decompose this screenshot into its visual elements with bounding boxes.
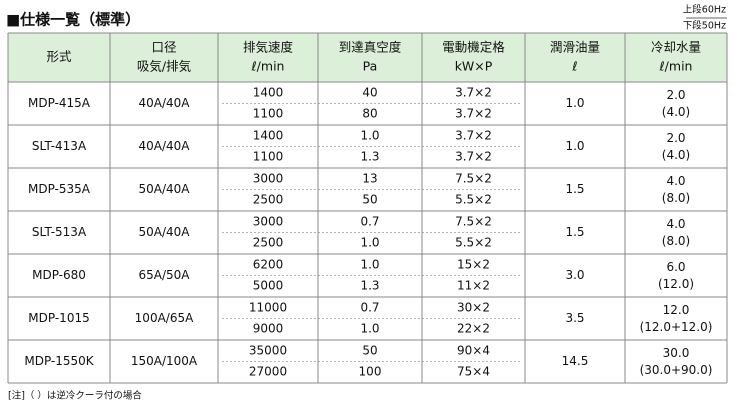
- cell: 2500: [253, 236, 284, 250]
- cell: (12.0+12.0): [640, 320, 713, 334]
- column-label: 潤滑油量: [550, 40, 600, 55]
- cell: 3.5: [565, 311, 584, 325]
- cell: 50A/40A: [139, 225, 191, 239]
- cell: MDP-680: [32, 268, 86, 282]
- cell: 3.7×2: [455, 129, 492, 143]
- column-label: 電動機定格: [442, 40, 505, 55]
- cell: 1.5: [565, 225, 584, 239]
- cell: 6200: [253, 258, 284, 272]
- cell: 4.0: [666, 174, 685, 188]
- column-label: 形式: [46, 49, 72, 64]
- cell: SLT-513A: [32, 225, 87, 239]
- cell: 1100: [253, 107, 284, 121]
- cell: 12.0: [663, 303, 690, 317]
- cell: MDP-1015: [28, 311, 89, 325]
- cell: 3000: [253, 172, 284, 186]
- header-bg: [8, 33, 727, 82]
- cell: 40A/40A: [139, 96, 191, 110]
- column-label: 口径: [151, 40, 176, 55]
- cell: (4.0): [662, 105, 690, 119]
- cell: 35000: [249, 344, 287, 358]
- cell: 1.5: [565, 182, 584, 196]
- cell: 3.7×2: [455, 86, 492, 100]
- cell: 1.0: [360, 322, 379, 336]
- cell: 1100: [253, 150, 284, 164]
- cell: SLT-413A: [32, 139, 87, 153]
- cell: 22×2: [457, 322, 490, 336]
- cell: (8.0): [662, 234, 690, 248]
- cell: 3.7×2: [455, 150, 492, 164]
- cell: MDP-1550K: [24, 354, 94, 368]
- cell: 0.7: [360, 301, 379, 315]
- cell: 1.3: [360, 279, 379, 293]
- footnote: [注]（ ）は逆冷クーラ付の場合: [8, 390, 142, 402]
- column-unit: ℓ/min: [251, 59, 285, 74]
- cell: MDP-535A: [28, 182, 91, 196]
- cell: 5.5×2: [455, 193, 492, 207]
- cell: 40A/40A: [139, 139, 191, 153]
- column-unit: ℓ/min: [659, 59, 693, 74]
- column-unit: 吸気/排気: [137, 59, 191, 74]
- cell: (4.0): [662, 148, 690, 162]
- cell: 150A/100A: [131, 354, 198, 368]
- cell: 13: [362, 172, 377, 186]
- cell: 6.0: [666, 260, 685, 274]
- cell: 1.0: [360, 258, 379, 272]
- title: ■仕様一覧（標準）: [6, 11, 140, 29]
- cell: 40: [362, 86, 377, 100]
- cell: 7.5×2: [455, 215, 492, 229]
- cell: 15×2: [457, 258, 490, 272]
- cell: 1.0: [360, 236, 379, 250]
- cell: 50: [362, 193, 377, 207]
- cell: 50A/40A: [139, 182, 191, 196]
- cell: 2.0: [666, 131, 685, 145]
- cell: 5000: [253, 279, 284, 293]
- cell: (12.0): [658, 277, 694, 291]
- cell: 1400: [253, 86, 284, 100]
- cell: 2500: [253, 193, 284, 207]
- cell: 100: [359, 365, 382, 379]
- cell: 100A/65A: [135, 311, 194, 325]
- cell: 90×4: [457, 344, 490, 358]
- cell: (30.0+90.0): [640, 363, 713, 377]
- cell: 4.0: [666, 217, 685, 231]
- cell: 9000: [253, 322, 284, 336]
- cell: 27000: [249, 365, 287, 379]
- cell: 1400: [253, 129, 284, 143]
- column-unit: Pa: [363, 59, 378, 74]
- column-unit: kW×P: [455, 59, 493, 74]
- cell: (8.0): [662, 191, 690, 205]
- freq-top: 上段60Hz: [683, 4, 726, 16]
- cell: 50: [362, 344, 377, 358]
- column-label: 排気速度: [243, 40, 294, 55]
- cell: 30.0: [663, 346, 690, 360]
- cell: 7.5×2: [455, 172, 492, 186]
- column-label: 冷却水量: [651, 40, 701, 55]
- cell: MDP-415A: [28, 96, 91, 110]
- cell: 2.0: [666, 88, 685, 102]
- freq-bottom: 下段50Hz: [683, 20, 726, 32]
- column-unit: ℓ: [571, 59, 577, 74]
- cell: 14.5: [562, 354, 589, 368]
- cell: 75×4: [457, 365, 490, 379]
- cell: 11×2: [457, 279, 490, 293]
- cell: 5.5×2: [455, 236, 492, 250]
- cell: 3.7×2: [455, 107, 492, 121]
- cell: 1.0: [565, 96, 584, 110]
- cell: 80: [362, 107, 377, 121]
- cell: 3000: [253, 215, 284, 229]
- cell: 30×2: [457, 301, 490, 315]
- cell: 3.0: [565, 268, 584, 282]
- cell: 11000: [249, 301, 287, 315]
- cell: 0.7: [360, 215, 379, 229]
- cell: 1.0: [360, 129, 379, 143]
- cell: 1.3: [360, 150, 379, 164]
- cell: 65A/50A: [139, 268, 191, 282]
- column-label: 到達真空度: [339, 40, 402, 55]
- cell: 1.0: [565, 139, 584, 153]
